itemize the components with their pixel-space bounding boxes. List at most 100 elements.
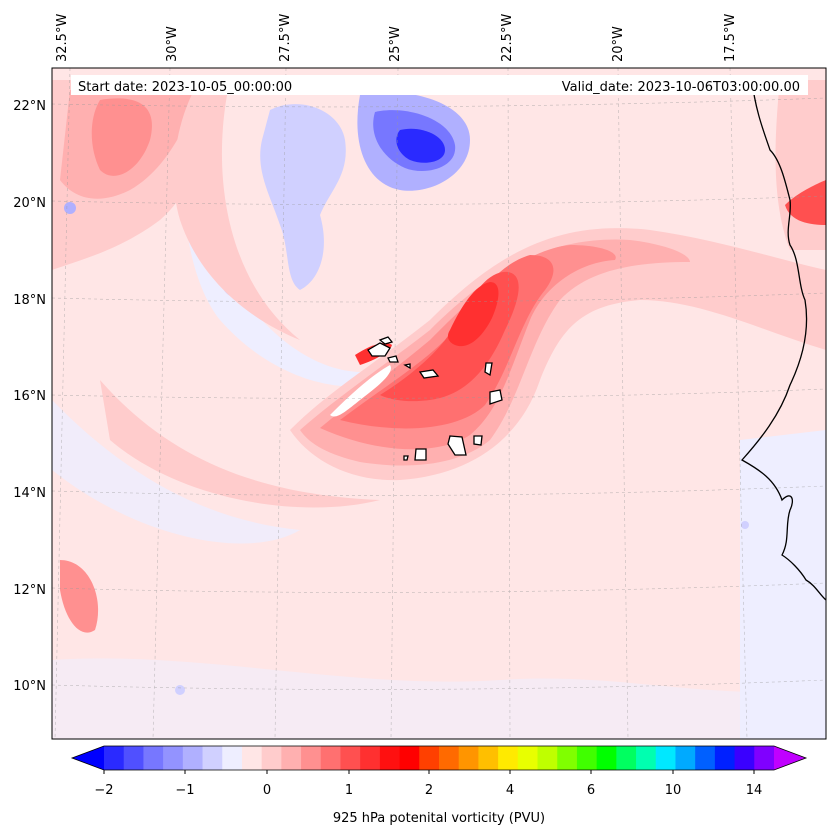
island xyxy=(387,355,399,363)
island xyxy=(403,455,409,461)
longitude-labels: 32.5°W 30°W 27.5°W 25°W 22.5°W 20°W 17.5… xyxy=(55,14,738,62)
pv-contour xyxy=(741,521,749,529)
colorbar-tick-label: 14 xyxy=(746,783,763,798)
colorbar-extension-max xyxy=(774,746,806,770)
start-date-label: Start date: 2023-10-05_00:00:00 xyxy=(78,80,292,95)
colorbar-segment xyxy=(734,746,755,770)
island xyxy=(484,362,493,377)
gridline-lat xyxy=(52,485,826,496)
gridline-lon xyxy=(390,68,399,739)
pv-field xyxy=(52,80,826,739)
colorbar-segment xyxy=(537,746,558,770)
pv-contour xyxy=(173,80,300,340)
colorbar-segment xyxy=(340,746,361,770)
colorbar-tick-label: 0 xyxy=(263,783,271,798)
colorbar-segment xyxy=(320,746,342,770)
colorbar-segment xyxy=(714,746,736,770)
pv-contour xyxy=(330,365,391,417)
lat-label: 18°N xyxy=(13,293,46,308)
pv-contour xyxy=(64,202,76,214)
lat-label: 22°N xyxy=(13,99,46,114)
latitude-labels: 22°N 20°N 18°N 16°N 14°N 12°N 10°N xyxy=(13,99,46,694)
gridline-lon xyxy=(274,68,287,739)
colorbar-segment xyxy=(301,746,322,770)
pv-contour xyxy=(60,560,99,633)
island xyxy=(489,389,503,405)
lon-label: 22.5°W xyxy=(500,14,515,62)
gridline-lon xyxy=(617,68,629,739)
pv-contour xyxy=(52,658,826,739)
colorbar-segment xyxy=(281,746,302,770)
colorbar xyxy=(70,745,808,774)
lon-label: 17.5°W xyxy=(723,14,738,62)
colorbar-segment xyxy=(498,746,519,770)
pv-contour xyxy=(396,128,445,163)
island xyxy=(447,435,467,456)
graticule xyxy=(52,68,826,739)
colorbar-segment xyxy=(222,746,243,770)
colorbar-segment xyxy=(261,746,282,770)
colorbar-segment xyxy=(419,746,440,770)
colorbar-segment xyxy=(439,746,460,770)
lon-label: 30°W xyxy=(165,26,180,62)
colorbar-segment xyxy=(182,746,204,770)
colorbar-segment xyxy=(143,746,164,770)
colorbar-extension-min xyxy=(72,746,104,770)
coastline-africa xyxy=(740,79,826,601)
colorbar-segment xyxy=(478,746,499,770)
colorbar-segment xyxy=(596,746,617,770)
colorbar-label: 925 hPa potenital vorticity (PVU) xyxy=(333,811,545,826)
colorbar-segment xyxy=(576,746,598,770)
pv-contour xyxy=(100,380,380,508)
valid-date-label: Valid_date: 2023-10-06T03:00:00.00 xyxy=(562,80,800,95)
map-area xyxy=(52,68,826,739)
colorbar-segment xyxy=(241,746,263,770)
lat-label: 20°N xyxy=(13,196,46,211)
lon-label: 20°W xyxy=(611,26,626,62)
pv-contour xyxy=(260,104,346,291)
island xyxy=(418,369,440,379)
colorbar-segment xyxy=(616,746,637,770)
island xyxy=(403,363,411,370)
pv-contour xyxy=(91,98,152,176)
colorbar-tick-label: 2 xyxy=(425,783,433,798)
colorbar-segment xyxy=(517,746,539,770)
gridline-lon xyxy=(507,68,511,739)
colorbar-tick-label: −1 xyxy=(175,783,194,798)
colorbar-segment xyxy=(379,746,401,770)
pv-contour xyxy=(175,685,185,695)
lon-label: 27.5°W xyxy=(278,14,293,62)
lat-label: 10°N xyxy=(13,679,46,694)
colorbar-segment xyxy=(675,746,696,770)
pv-contour xyxy=(447,282,499,347)
colorbar-segment xyxy=(360,746,381,770)
colorbar-segment xyxy=(123,746,145,770)
gridline-lon xyxy=(54,68,71,739)
island xyxy=(414,448,427,461)
colorbar-segment xyxy=(754,746,775,770)
colorbar-tick-label: 1 xyxy=(345,783,353,798)
pv-contour xyxy=(52,400,300,544)
lat-label: 16°N xyxy=(13,389,46,404)
gridline-lon xyxy=(152,68,171,739)
lat-label: 14°N xyxy=(13,486,46,501)
colorbar-segment xyxy=(202,746,223,770)
colorbar-segment xyxy=(636,746,657,770)
gridline-lat xyxy=(52,292,826,303)
colorbar-segment xyxy=(104,746,125,770)
colorbar-tick-label: 10 xyxy=(665,783,682,798)
colorbar-segment xyxy=(695,746,716,770)
colorbar-segment xyxy=(458,746,480,770)
colorbar-segment xyxy=(399,746,420,770)
pv-contour xyxy=(182,80,370,387)
colorbar-segment xyxy=(557,746,578,770)
gridline-lat xyxy=(52,97,826,108)
pv-contour xyxy=(740,430,826,739)
colorbar-segment xyxy=(163,746,184,770)
pv-contour xyxy=(785,180,826,225)
island xyxy=(378,336,394,345)
island xyxy=(473,435,483,446)
lon-label: 32.5°W xyxy=(55,14,70,62)
